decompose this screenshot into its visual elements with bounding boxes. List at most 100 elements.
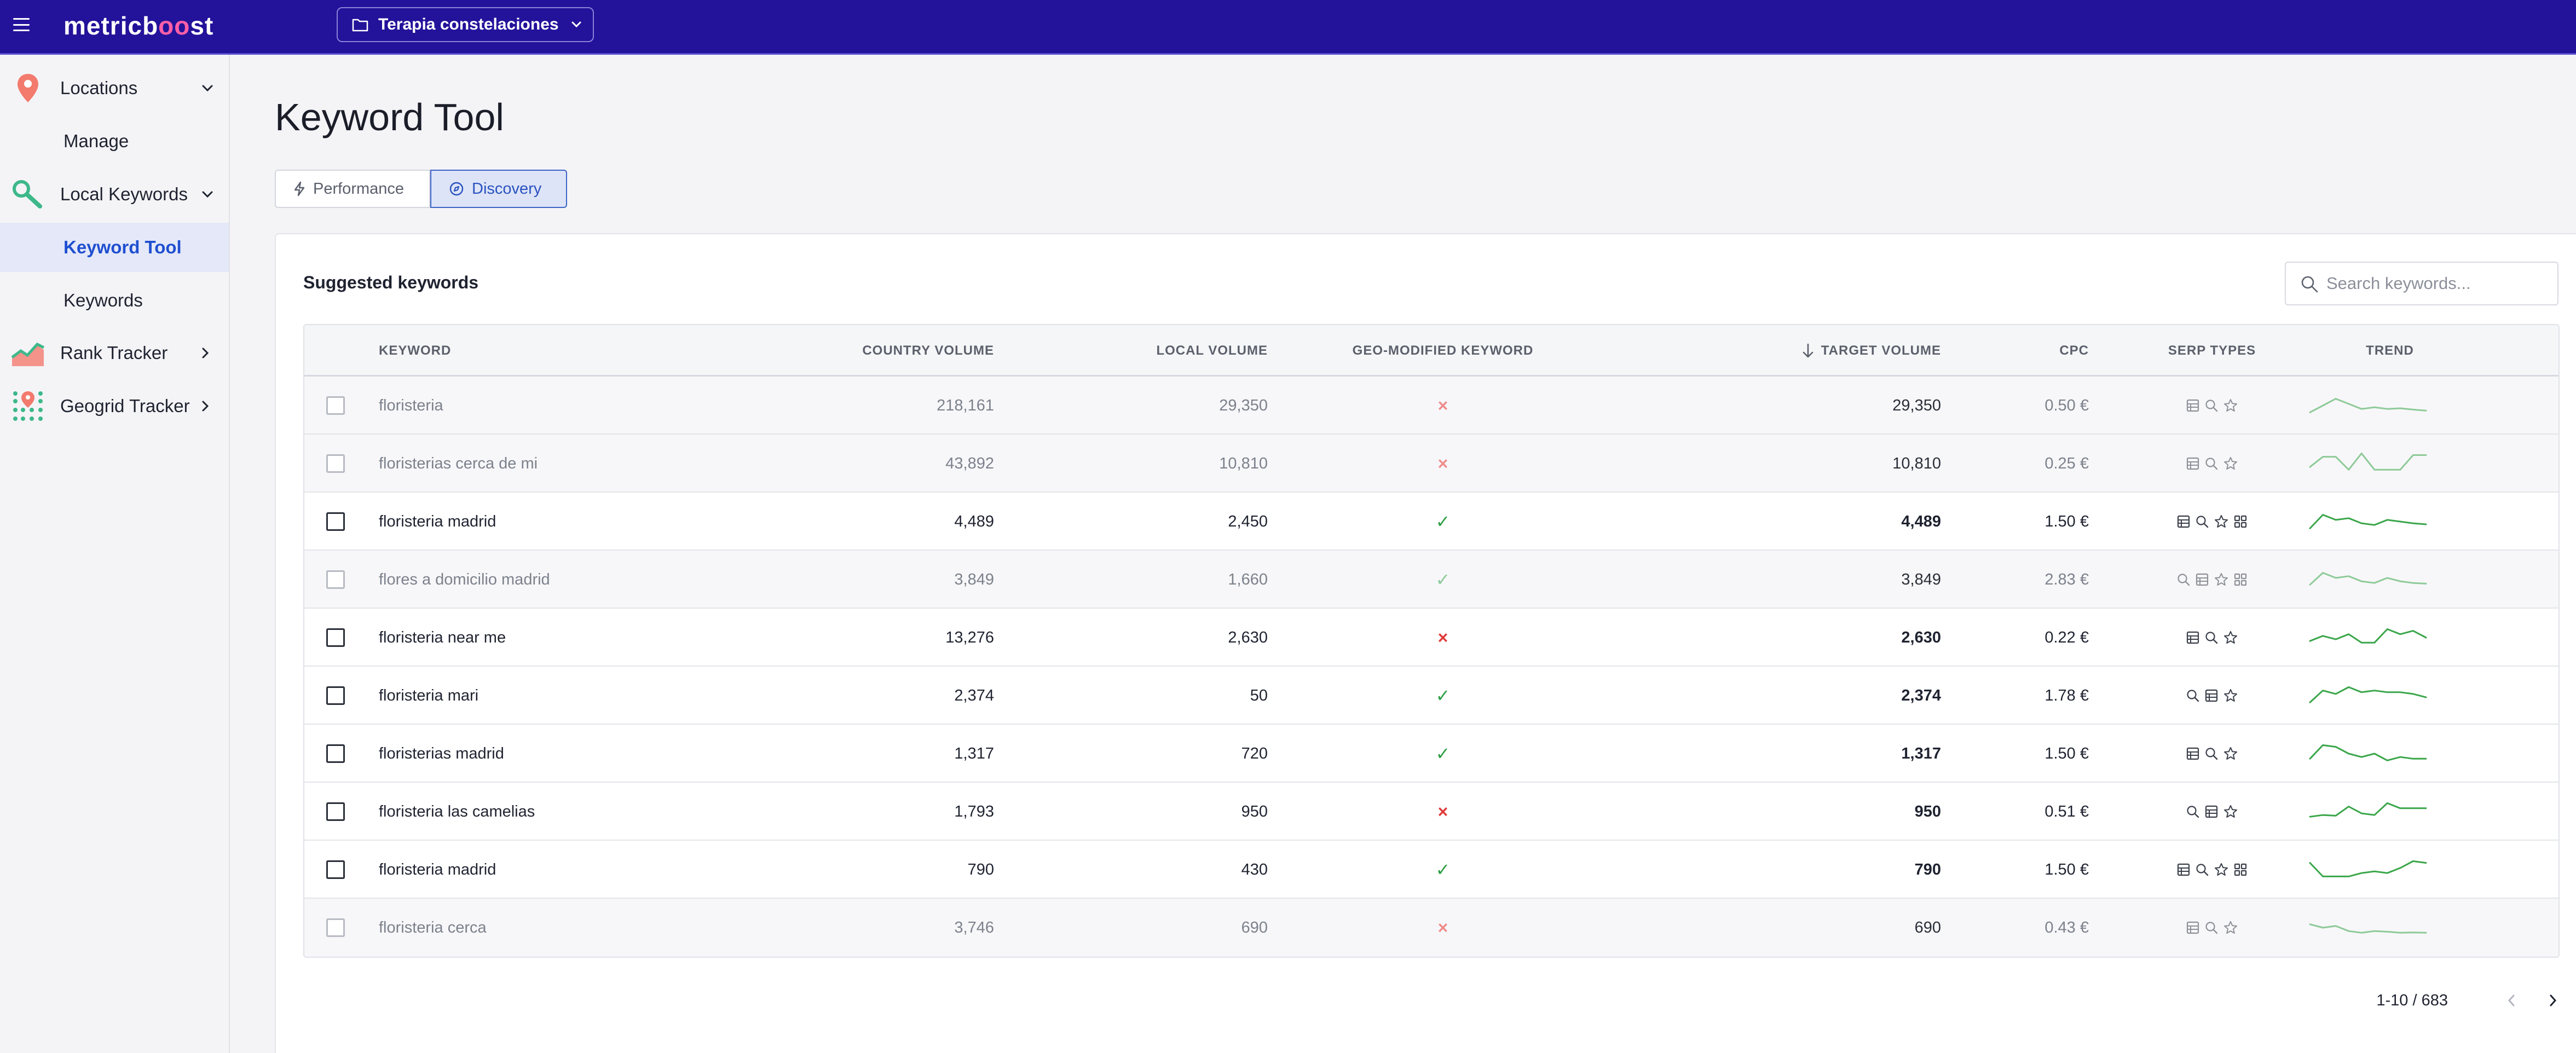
serp-types-cell xyxy=(2155,609,2269,667)
row-checkbox[interactable] xyxy=(326,744,345,763)
trend-cell xyxy=(2308,377,2472,435)
cross-icon: × xyxy=(1437,917,1448,938)
trend-cell xyxy=(2308,899,2472,957)
column-header-geo-modified[interactable]: GEO-MODIFIED KEYWORD xyxy=(1352,343,1534,358)
row-checkbox[interactable] xyxy=(326,860,345,879)
serp-types-cell xyxy=(2155,841,2269,899)
search-icon xyxy=(2301,276,2318,293)
previous-page-button[interactable] xyxy=(2500,990,2522,1011)
keyword-cell[interactable]: floristeria madrid xyxy=(379,512,496,530)
suggested-keywords-card: Suggested keywords KEYWORD COUNTRY VOLUM… xyxy=(275,233,2576,1053)
table-row[interactable]: floristeria cerca 3,746 690 × 690 0.43 € xyxy=(304,899,2558,957)
table-row[interactable]: floristeria mari 2,374 50 ✓ 2,374 1.78 € xyxy=(304,667,2558,725)
cross-icon: × xyxy=(1437,627,1448,647)
serp-types-cell xyxy=(2155,377,2269,435)
serp-types-cell xyxy=(2155,435,2269,493)
row-checkbox[interactable] xyxy=(326,802,345,821)
table-row[interactable]: flores a domicilio madrid 3,849 1,660 ✓ 3,84… xyxy=(304,551,2558,609)
trend-cell xyxy=(2308,551,2472,609)
local-volume-cell: 720 xyxy=(1241,744,1268,762)
keyword-cell[interactable]: floristeria near me xyxy=(379,628,506,646)
table-row[interactable]: floristeria las camelias 1,793 950 × 950 0.51… xyxy=(304,783,2558,841)
chevron-down-icon xyxy=(571,21,581,28)
row-checkbox[interactable] xyxy=(326,396,345,415)
row-checkbox[interactable] xyxy=(326,686,345,705)
tab-performance[interactable]: Performance xyxy=(275,170,430,208)
column-header-cpc[interactable]: CPC xyxy=(2059,343,2089,358)
menu-icon[interactable] xyxy=(13,18,30,31)
trend-cell xyxy=(2308,493,2472,551)
country-volume-cell: 1,317 xyxy=(954,744,994,762)
star-icon xyxy=(2215,573,2228,586)
logo[interactable]: metricboost xyxy=(63,11,214,40)
local-volume-cell: 2,450 xyxy=(1228,512,1268,530)
trend-cell xyxy=(2308,667,2472,725)
keyword-cell[interactable]: floristeria cerca xyxy=(379,918,487,936)
search-icon xyxy=(2196,516,2209,528)
grid-pin-icon xyxy=(10,388,46,424)
serp-types-cell xyxy=(2155,725,2269,783)
search-icon xyxy=(2196,864,2209,876)
table-row[interactable]: floristerias madrid 1,317 720 ✓ 1,317 1.50 € xyxy=(304,725,2558,783)
sidebar-item-locations[interactable]: Locations xyxy=(0,63,229,113)
keyword-cell[interactable]: flores a domicilio madrid xyxy=(379,570,550,588)
trend-cell xyxy=(2308,609,2472,667)
row-checkbox[interactable] xyxy=(326,570,345,589)
country-volume-cell: 1,793 xyxy=(954,802,994,820)
trend-sparkline xyxy=(2309,452,2427,471)
keyword-cell[interactable]: floristeria mari xyxy=(379,686,479,704)
column-header-country-volume[interactable]: COUNTRY VOLUME xyxy=(862,343,994,358)
column-header-target-volume[interactable]: TARGET VOLUME xyxy=(1755,325,1941,377)
table-row[interactable]: floristerias cerca de mi 43,892 10,810 × 10,… xyxy=(304,435,2558,493)
column-header-keyword[interactable]: KEYWORD xyxy=(379,343,452,358)
row-checkbox[interactable] xyxy=(326,628,345,647)
row-checkbox[interactable] xyxy=(326,918,345,937)
chevron-right-icon xyxy=(202,348,209,358)
search-icon xyxy=(2187,690,2199,702)
sidebar-item-keyword-tool[interactable]: Keyword Tool xyxy=(0,223,229,272)
pagination-range: 1-10 / 683 xyxy=(2376,991,2448,1009)
star-icon xyxy=(2224,399,2237,412)
keyword-cell[interactable]: floristeria las camelias xyxy=(379,802,535,820)
local-volume-cell: 1,660 xyxy=(1228,570,1268,588)
keyword-cell[interactable]: floristeria madrid xyxy=(379,860,496,878)
keyword-cell[interactable]: floristerias cerca de mi xyxy=(379,454,538,472)
table-row[interactable]: floristeria 218,161 29,350 × 29,350 0.50 € xyxy=(304,377,2558,435)
row-checkbox[interactable] xyxy=(326,512,345,531)
table-row[interactable]: floristeria madrid 790 430 ✓ 790 1.50 € xyxy=(304,841,2558,899)
sidebar-item-manage[interactable]: Manage xyxy=(63,131,129,151)
target-volume-cell: 2,374 xyxy=(1901,686,1941,704)
check-icon: ✓ xyxy=(1435,512,1451,531)
project-selector[interactable]: Terapia constelaciones xyxy=(337,7,594,42)
sidebar-item-geogrid-tracker[interactable]: Geogrid Tracker xyxy=(0,381,229,431)
next-page-button[interactable] xyxy=(2542,990,2564,1011)
trend-cell xyxy=(2308,725,2472,783)
cross-icon: × xyxy=(1437,801,1448,821)
star-icon xyxy=(2224,805,2237,818)
cross-icon: × xyxy=(1437,395,1448,415)
cpc-cell: 1.50 € xyxy=(2044,860,2089,878)
search-box[interactable] xyxy=(2285,262,2558,305)
table-row[interactable]: floristeria near me 13,276 2,630 × 2,630 0.22… xyxy=(304,609,2558,667)
sidebar-item-keywords[interactable]: Keywords xyxy=(63,290,143,310)
search-icon xyxy=(2205,632,2218,644)
row-checkbox[interactable] xyxy=(326,454,345,473)
trend-sparkline xyxy=(2309,744,2427,761)
serp-types-cell xyxy=(2155,783,2269,841)
trend-cell xyxy=(2308,841,2472,899)
list-icon xyxy=(2205,805,2218,818)
search-input[interactable] xyxy=(2326,274,2545,293)
sidebar: Locations Manage Local Keywords Keyword … xyxy=(0,55,230,1053)
column-header-local-volume[interactable]: LOCAL VOLUME xyxy=(1156,343,1268,358)
country-volume-cell: 4,489 xyxy=(954,512,994,530)
star-icon xyxy=(2215,515,2228,528)
column-header-trend: TREND xyxy=(2366,343,2414,358)
keyword-cell[interactable]: floristeria xyxy=(379,396,443,414)
sidebar-item-rank-tracker[interactable]: Rank Tracker xyxy=(0,328,229,378)
sidebar-item-local-keywords[interactable]: Local Keywords xyxy=(0,170,229,219)
keyword-cell[interactable]: floristerias madrid xyxy=(379,744,504,762)
table-row[interactable]: floristeria madrid 4,489 2,450 ✓ 4,489 1.50 € xyxy=(304,493,2558,551)
geo-modified-cell: ✓ xyxy=(1399,551,1487,609)
tab-discovery[interactable]: Discovery xyxy=(430,170,567,208)
target-volume-cell: 1,317 xyxy=(1901,744,1941,762)
